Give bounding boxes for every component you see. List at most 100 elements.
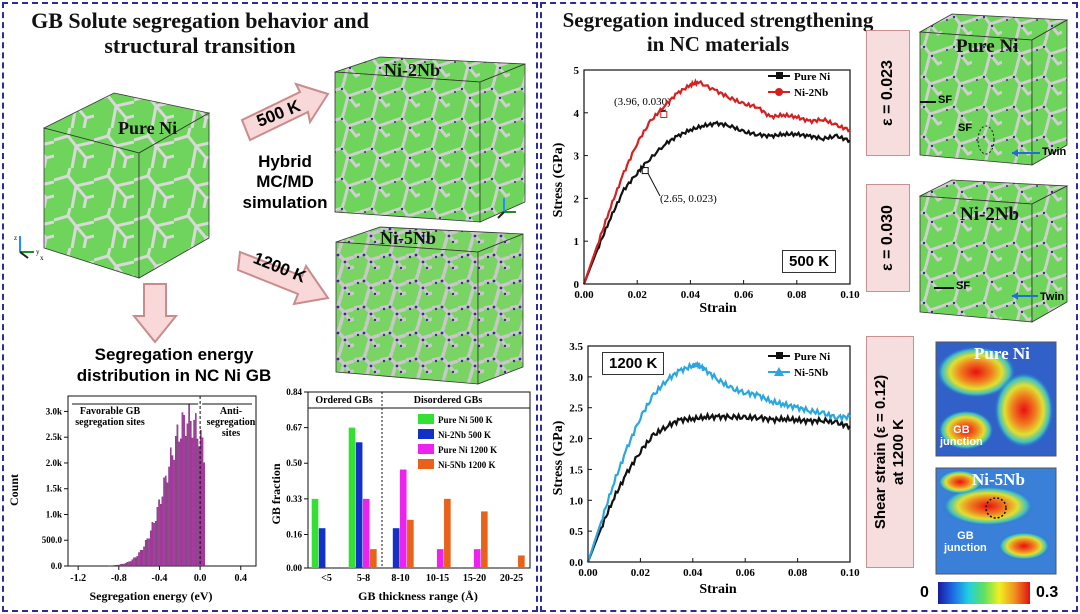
hist-bar	[183, 415, 185, 567]
gbf-xtick-label: 20-25	[500, 573, 523, 584]
ss500-xtick-label: 0.10	[840, 289, 860, 301]
hist-bar	[164, 475, 167, 567]
ss1200-xlabel: Strain	[699, 582, 737, 597]
hist-ytick-label: 1.5k	[46, 484, 62, 494]
right-title-line1: Segregation induced strengthening	[562, 8, 874, 32]
shear-map-ni5nb	[935, 467, 1057, 575]
ss1200-ytick-label: 2.5	[569, 403, 583, 415]
hybrid-line2: MC/MD	[256, 172, 314, 192]
gbf-legend-label: Ni-5Nb 1200 K	[438, 460, 496, 470]
hist-bar	[154, 521, 157, 567]
hist-bar	[161, 496, 164, 567]
seg-title-line2: distribution in NC Ni GB	[76, 366, 272, 386]
hist-bar	[118, 564, 120, 567]
axis-triad-2-icon	[497, 198, 516, 219]
gbf-ytick-label: 0.16	[286, 529, 302, 539]
gbf-bar	[518, 555, 525, 568]
hist-bar	[126, 562, 129, 567]
pure-ni-strained-cube	[918, 13, 1069, 166]
hist-bar	[151, 522, 154, 567]
hist-bar	[195, 413, 197, 567]
ss500-frame	[583, 69, 851, 285]
gbf-ylabel: GB fraction	[269, 463, 283, 524]
ss500-xtick-label: 0.02	[628, 289, 648, 301]
hist-bar	[158, 499, 160, 567]
gbf-legend-label: Pure Ni 500 K	[438, 415, 493, 425]
colorbar-min: 0	[920, 584, 929, 601]
ss1200-ylabel: Stress (GPa)	[551, 420, 566, 495]
hist-bar	[114, 565, 117, 567]
gbf-xtick-label: 8-10	[391, 573, 409, 584]
hist-ytick-label: 2.0k	[46, 458, 62, 468]
shear-label-line2: at 1200 K	[890, 419, 907, 485]
ss1200-xtick-label: 0.10	[840, 567, 860, 579]
hist-bar	[203, 462, 205, 567]
svg-text:z: z	[14, 234, 17, 242]
left-title-line2: structural transition	[104, 33, 296, 59]
hist-bar	[190, 420, 192, 567]
svg-text:x: x	[40, 254, 44, 262]
right-title: Segregation induced strengthening in NC …	[548, 8, 888, 56]
ss1200-legend-label: Ni-5Nb	[794, 367, 828, 379]
hist-ylabel: Count	[7, 474, 21, 506]
hist-xtick-label: 0.4	[235, 573, 248, 584]
hist-bar	[129, 561, 132, 567]
hist-bar	[141, 550, 144, 567]
ss500-ytick-label: 5	[574, 65, 580, 77]
gbf-bar	[473, 549, 481, 568]
ss500-xlabel: Strain	[699, 301, 737, 314]
ss500-annot2-line	[647, 173, 661, 197]
img-pure-label: Pure Ni	[956, 36, 1019, 57]
right-title-line2: in NC materials	[646, 32, 790, 57]
eps2-label: ε = 0.030	[879, 205, 896, 271]
ss500-legend-label: Ni-2Nb	[794, 87, 828, 99]
gb-junction1: GB junction	[940, 424, 983, 448]
hist-bar	[196, 438, 199, 567]
hist-annot-right-2: segregation	[207, 417, 256, 428]
gb-fraction-chart: GB thickness range (Å) GB fraction Order…	[269, 387, 531, 603]
hist-bar	[116, 564, 119, 567]
gb-junction1-l1: GB	[953, 424, 970, 436]
gb-junction2-l2: junction	[944, 542, 987, 555]
hist-bar	[128, 561, 130, 567]
gbf-bar	[436, 549, 444, 568]
hist-ytick-label: 2.5k	[46, 432, 62, 442]
hist-bar	[171, 455, 174, 567]
hist-bar	[119, 564, 122, 567]
hist-bar	[121, 563, 124, 567]
svg-text:y: y	[36, 248, 40, 256]
stress-strain-500k-chart: Strain Stress (GPa) (3.96, 0.030) (2.65,…	[551, 65, 860, 314]
seg-title-line1: Segregation energy	[94, 345, 254, 364]
ss1200-legend-marker	[774, 367, 784, 376]
ni2nb-cube-label: Ni-2Nb	[384, 60, 441, 80]
ni2nb-cube	[334, 56, 526, 223]
ss500-xtick-label: 0.00	[574, 289, 594, 301]
ss500-ytick-label: 0	[574, 279, 580, 291]
ss500-annot2: (2.65, 0.023)	[660, 193, 717, 205]
ss500-mark2	[641, 167, 649, 175]
hist-bar	[143, 546, 145, 567]
hist-bar	[181, 412, 184, 567]
ss1200-ytick-label: 3.0	[569, 372, 583, 384]
ss1200-ytick-label: 1.0	[569, 495, 583, 507]
gb-junction2-l1: GB	[957, 530, 974, 542]
gbf-bar	[318, 528, 326, 568]
gbf-region-right: Disordered GBs	[414, 395, 483, 406]
ss500-series-line	[582, 120, 851, 285]
hybrid-mcmd-label: Hybrid MC/MD simulation	[240, 152, 330, 213]
hist-xtick-label: -0.4	[152, 573, 168, 584]
arrow-500k-icon	[240, 82, 330, 142]
right-panel-border	[540, 2, 1078, 612]
ss500-legend-marker	[776, 72, 783, 79]
ss500-xtick-label: 0.08	[787, 289, 807, 301]
hist-bar	[186, 423, 189, 567]
gbf-legend-swatch	[418, 414, 434, 424]
gbf-frame	[307, 391, 531, 569]
ss1200-legend-marker	[776, 352, 783, 359]
ss1200-temp-label: 1200 K	[602, 352, 665, 375]
ni5nb-cube-label: Ni-5Nb	[380, 228, 437, 248]
hist-bar	[133, 557, 135, 567]
gbf-region-left: Ordered GBs	[315, 395, 372, 406]
sf1-label: SF	[938, 94, 953, 106]
gbf-bar	[355, 442, 363, 568]
